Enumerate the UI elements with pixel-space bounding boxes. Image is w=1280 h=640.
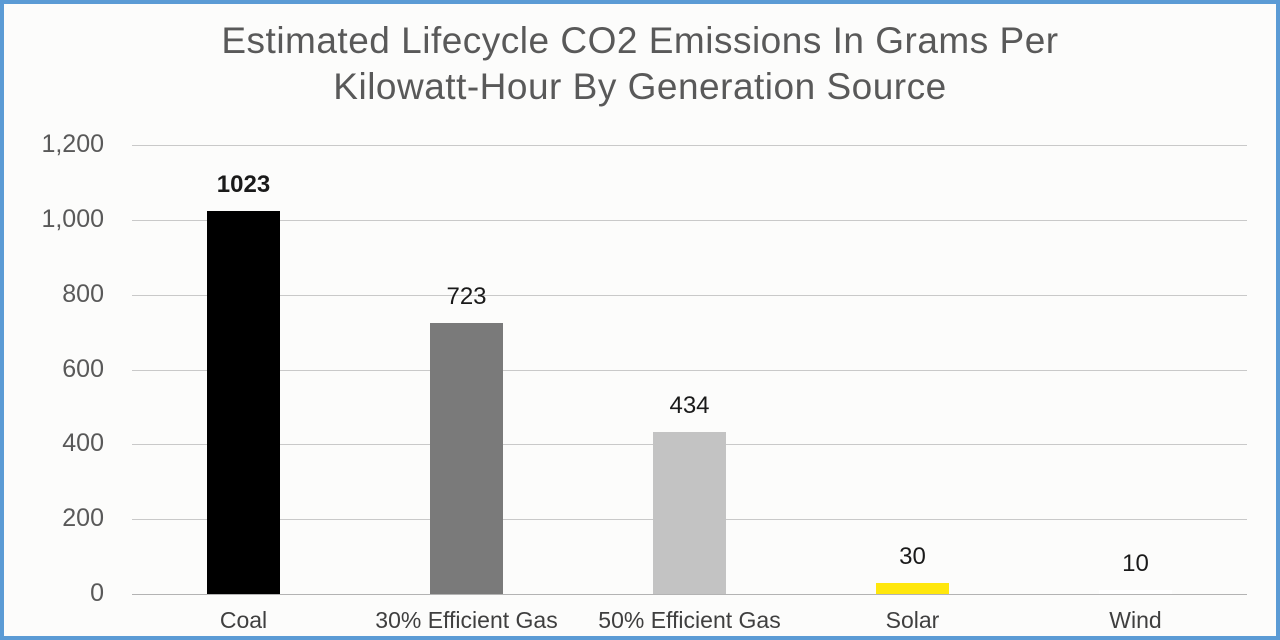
y-tick-label: 0 [90,579,104,607]
gridline [132,369,1247,371]
y-tick-label: 1,000 [41,204,104,233]
y-tick-label: 600 [62,354,104,383]
value-label-coal: 1023 [216,171,271,199]
x-category-label-wind: Wind [1109,607,1162,633]
x-category-label-30-efficient-gas: 30% Efficient Gas [375,607,558,633]
value-label-solar: 30 [899,542,926,570]
x-category-label-coal: Coal [219,607,268,633]
chart-title: Estimated Lifecycle CO2 Emissions In Gra… [4,18,1276,110]
x-category-label-50-efficient-gas: 50% Efficient Gas [598,607,781,633]
bar-solar [876,582,949,594]
bar-wind [1099,590,1172,594]
y-tick-label: 400 [62,429,104,458]
bar-50-efficient-gas [653,431,726,594]
y-tick-label: 800 [62,279,104,308]
x-axis-line [132,594,1247,595]
gridline [132,294,1247,296]
bar-coal [207,211,280,594]
chart-title-line2: Kilowatt-Hour By Generation Source [333,66,947,107]
y-tick-label: 1,200 [41,130,104,158]
y-tick-label: 200 [62,504,104,533]
value-label-wind: 10 [1122,550,1149,578]
bar-chart-plot-area: 0 200 400 600 800 1,000 1,200 1023 Coal 723 30% Ef… [4,4,1276,636]
value-label-50-efficient-gas: 434 [669,391,710,419]
x-category-label-solar: Solar [885,607,940,633]
gridline [132,145,1247,146]
bar-30-efficient-gas [430,323,503,594]
chart-title-line1: Estimated Lifecycle CO2 Emissions In Gra… [221,20,1059,61]
gridline [132,219,1247,221]
value-label-30-efficient-gas: 723 [446,283,487,311]
